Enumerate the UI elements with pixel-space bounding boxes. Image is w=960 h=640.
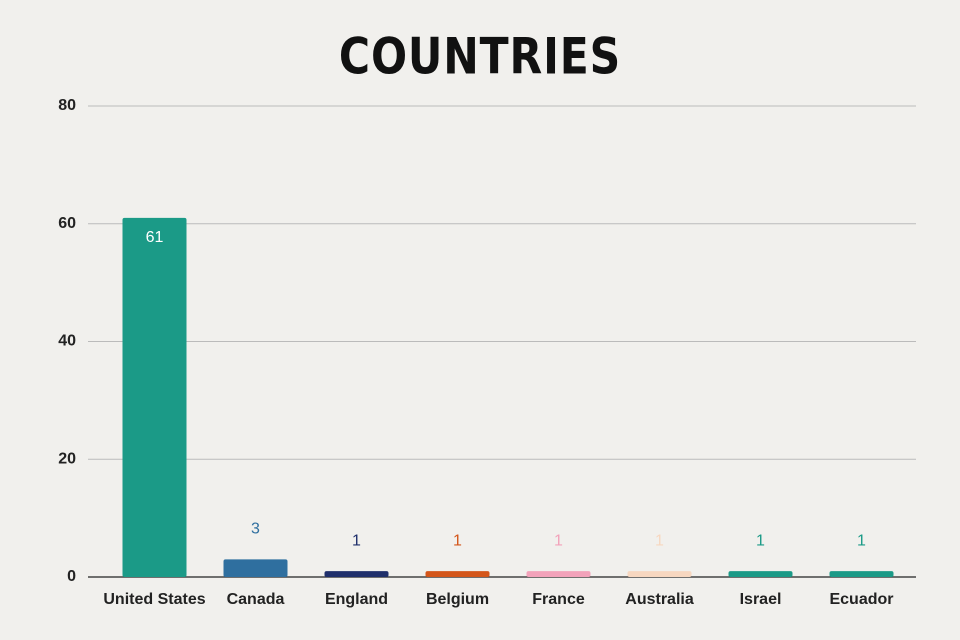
y-tick-label: 60 [58, 215, 76, 232]
x-tick-label: United States [103, 591, 205, 608]
y-tick-label: 80 [58, 97, 76, 114]
x-tick-label: Israel [740, 591, 782, 608]
value-label: 3 [251, 521, 260, 538]
bar [324, 571, 389, 577]
value-label: 61 [146, 229, 164, 246]
bar [223, 559, 288, 577]
y-tick-label: 0 [67, 568, 76, 585]
bar [122, 217, 187, 578]
x-tick-label: England [325, 591, 388, 608]
x-tick-label: Ecuador [829, 591, 893, 608]
value-label: 1 [352, 532, 361, 549]
value-label: 1 [453, 532, 462, 549]
chart-title: COUNTRIES [339, 27, 621, 85]
x-tick-label: France [532, 591, 585, 608]
bar [829, 571, 894, 577]
x-tick-label: Canada [227, 591, 285, 608]
value-label: 1 [554, 532, 563, 549]
x-tick-label: Australia [625, 591, 694, 608]
value-label: 1 [756, 532, 765, 549]
y-tick-label: 20 [58, 450, 76, 467]
value-label: 1 [857, 532, 866, 549]
value-label: 1 [655, 532, 664, 549]
bar [728, 571, 793, 577]
bar [425, 571, 490, 577]
bar [526, 571, 591, 577]
bar [627, 571, 692, 577]
y-tick-label: 40 [58, 333, 76, 350]
x-tick-label: Belgium [426, 591, 489, 608]
